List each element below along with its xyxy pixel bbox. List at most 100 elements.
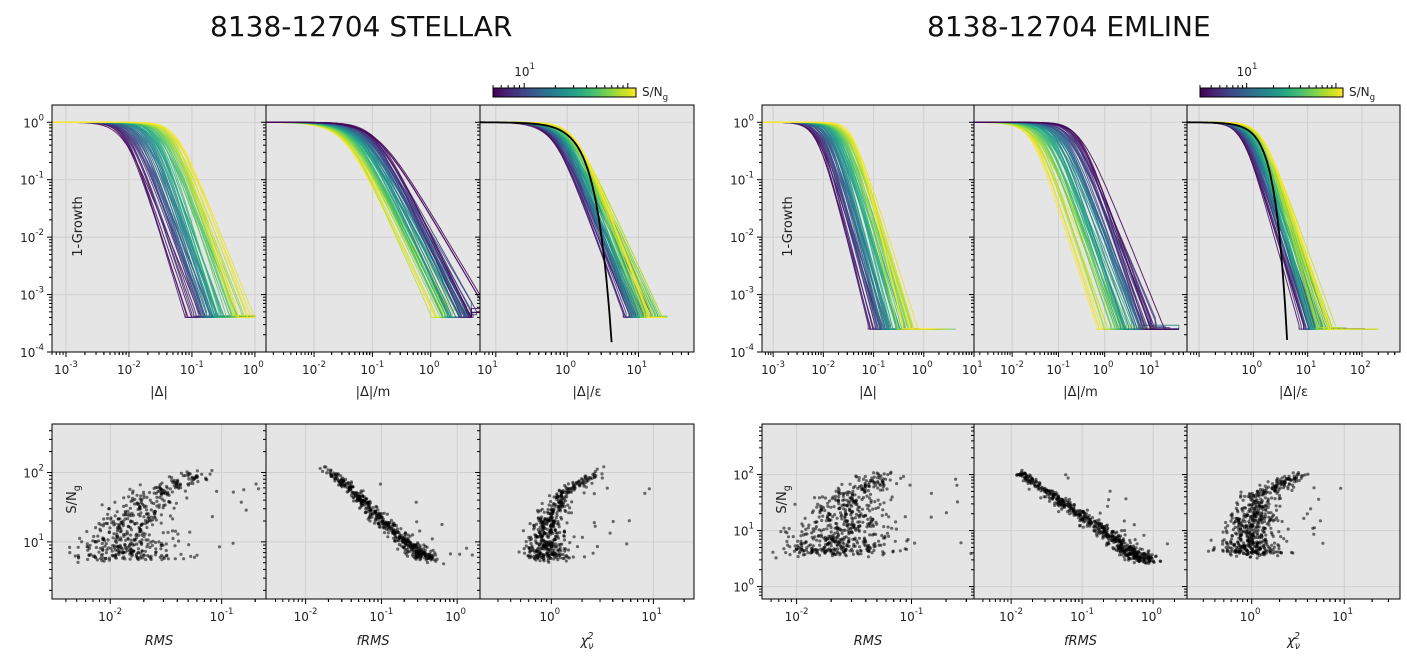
fig0-scatter0-point [114, 552, 118, 557]
fig0-scatter0-point [164, 542, 168, 546]
fig0-scatter2-point [555, 556, 559, 560]
fig0-scatter0-point [107, 530, 111, 535]
fig1-scatter1-point [1118, 553, 1122, 557]
fig0-scatter2-point [547, 554, 551, 558]
fig1-scatter0-xtick-label: 10-2 [785, 607, 809, 624]
fig0-scatter2-point [536, 549, 540, 553]
fig1-scatter2-point [1254, 514, 1259, 519]
fig0-scatter1-point [326, 468, 330, 472]
fig1-scatter0-point [811, 544, 816, 548]
fig0-scatter0-point [242, 488, 246, 492]
fig0-scatter1-point [411, 545, 415, 549]
fig1-scatter1-point [1104, 532, 1108, 536]
fig0-scatter0-point [165, 486, 169, 490]
fig1-scatter2-point [1260, 534, 1264, 538]
fig1-scatter0-point [788, 553, 792, 557]
fig0-scatter0-point [157, 503, 161, 507]
fig1-scatter2-point [1282, 484, 1287, 488]
fig1-scatter0-point [866, 507, 870, 511]
fig1-scatter0-point [869, 516, 873, 520]
fig1-scatter2-point [1224, 520, 1228, 525]
fig1-scatter1-point [1067, 512, 1072, 516]
fig0-scatter1-point [389, 529, 393, 533]
fig0-scatter0-point [134, 533, 138, 538]
fig0-scatter1-point [397, 531, 401, 535]
fig0-colorbar-bar [492, 87, 637, 98]
fig0-scatter0-point [109, 546, 113, 551]
fig0-scatter2-point [568, 541, 572, 545]
fig0-scatter0-point [183, 473, 187, 478]
fig1-scatter2-point [1250, 539, 1254, 543]
fig0-scatter0-point [101, 556, 105, 560]
fig0-scatter2-point [524, 544, 528, 548]
fig0-scatter1-point [339, 474, 343, 478]
fig1-scatter0-point [866, 484, 871, 488]
fig0-growth2-bg [480, 105, 694, 352]
fig0-scatter0-point [145, 508, 149, 512]
fig0-scatter0-point [100, 541, 104, 546]
fig0-scatter1-point [403, 548, 407, 552]
fig0-scatter0-point [192, 555, 197, 560]
fig0-scatter0-point [142, 495, 146, 499]
fig0-scatter1-point [354, 499, 358, 503]
fig0-scatter2-point [547, 534, 551, 538]
fig0-scatter0-point [98, 527, 102, 531]
fig1-scatter0-point [833, 526, 837, 530]
fig1-scatter0-point [852, 523, 856, 527]
fig1-scatter0-point [851, 494, 855, 498]
fig1-scatter2-point [1270, 543, 1274, 547]
fig1-scatter2-point [1277, 544, 1281, 548]
fig1-scatter0-point [837, 495, 841, 499]
fig1-scatter0-point [854, 528, 858, 532]
fig0-scatter1-point [384, 527, 389, 531]
fig0-scatter1-point [417, 551, 421, 556]
fig1-scatter2-point [1240, 506, 1244, 510]
fig0-scatter0-point [139, 494, 143, 498]
fig1-scatter1-point [1095, 534, 1099, 538]
fig0-scatter2-point [602, 465, 606, 469]
fig1-scatter2-point [1228, 540, 1232, 544]
fig1-scatter0-point [787, 526, 791, 531]
fig0-growth0: 10-3 10-2 10-1 100 100 10-1 10-2 10-3 10-4 |Δ| 1-G… [20, 104, 267, 400]
fig1-scatter0-point [856, 541, 860, 545]
fig0-scatter2-point [564, 559, 568, 563]
fig0-scatter1-point [324, 465, 328, 469]
fig0-scatter0-point [140, 549, 144, 553]
fig0-scatter2-point [591, 551, 595, 555]
fig0-scatter1-point [380, 511, 384, 516]
fig0-scatter0-point [173, 544, 177, 548]
fig0-scatter2-point [562, 556, 566, 561]
fig0-scatter0-point [122, 496, 126, 500]
fig1-scatter2-point [1278, 486, 1282, 490]
fig0-scatter0-point [104, 556, 108, 561]
fig1-scatter0-point [853, 536, 857, 540]
fig0-scatter0-point [132, 502, 137, 506]
fig0-scatter1-point [352, 499, 356, 503]
fig0-growth0-ylabel: 1-Growth [71, 196, 86, 257]
fig1-scatter0-point [842, 535, 847, 540]
fig0-scatter1-point [388, 521, 392, 525]
fig0-scatter0-point [139, 511, 143, 515]
fig1-scatter1-point [1090, 516, 1095, 520]
fig0-scatter0-point [147, 490, 152, 495]
fig1-scatter0-point [794, 547, 798, 551]
fig1-scatter1-point [1024, 479, 1028, 483]
fig1-scatter2-point [1230, 549, 1234, 553]
fig1-scatter0-point [860, 507, 865, 511]
fig1-scatter0-point [786, 535, 791, 539]
fig0-scatter2-point [540, 501, 544, 506]
fig0-growth1-xlabel: |Δ|/m [356, 385, 391, 400]
fig1-scatter0-point [815, 538, 819, 542]
fig1-scatter0-point [846, 490, 850, 494]
fig0-scatter2-point [584, 485, 588, 489]
fig1-scatter1-point [1105, 529, 1109, 533]
fig1-scatter0-point [881, 488, 885, 492]
fig1-scatter2-point [1270, 496, 1274, 500]
fig1-scatter1-point [1067, 497, 1072, 501]
fig0-scatter2-point [528, 522, 532, 526]
fig1-scatter2-point [1263, 512, 1267, 516]
fig0-scatter2-point [559, 491, 563, 496]
fig0-scatter0-point [136, 547, 141, 551]
fig0-scatter2-point [553, 528, 558, 532]
fig0-scatter0-point [161, 531, 165, 535]
